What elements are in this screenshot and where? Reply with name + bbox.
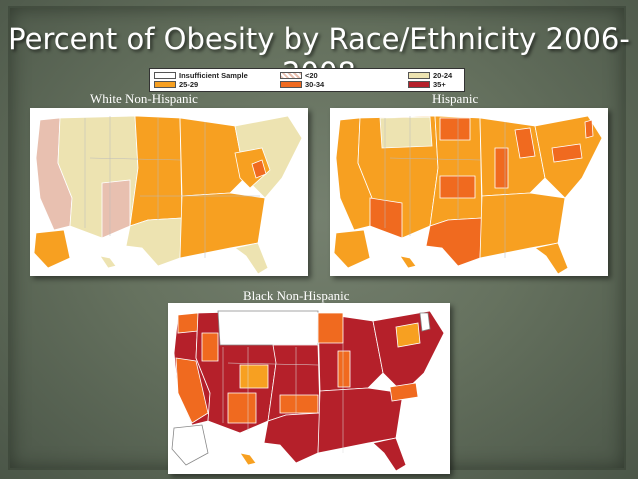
- region-alaska: [333, 229, 371, 269]
- region-plains: [129, 115, 183, 227]
- region-alaska: [33, 229, 71, 269]
- region-texas: [263, 412, 321, 464]
- region-midwest: [479, 117, 546, 197]
- legend-swatch: [408, 81, 430, 88]
- legend-label: 25-29: [179, 80, 199, 89]
- region-florida: [534, 242, 569, 275]
- map-label-black: Black Non-Hispanic: [243, 288, 350, 303]
- region-pa: [551, 143, 583, 163]
- legend-item-25-29: 25-29: [154, 80, 198, 89]
- region-southwest: [369, 197, 403, 239]
- legend-swatch: [154, 81, 176, 88]
- region-montana: [379, 116, 433, 149]
- region-illinois: [337, 350, 351, 388]
- legend-item-20-24: 20-24: [408, 71, 452, 80]
- region-ok: [279, 394, 319, 414]
- region-ohio-valley: [234, 147, 271, 189]
- region-minnesota: [317, 312, 344, 344]
- region-hawaii: [399, 255, 417, 269]
- region-hawaii: [239, 452, 257, 466]
- region-nh: [584, 119, 594, 139]
- legend-label: 20-24: [433, 71, 453, 80]
- region-colorado: [239, 364, 269, 389]
- legend-item-lt20: <20: [280, 71, 318, 80]
- legend-swatch: [280, 81, 302, 88]
- region-nc: [389, 382, 419, 402]
- region-midwest: [179, 117, 246, 197]
- region-new-mexico: [227, 392, 257, 424]
- region-southwest-low: [101, 179, 131, 239]
- region-ks: [439, 175, 476, 199]
- us-map-hispanic: [333, 115, 603, 275]
- region-idaho: [201, 332, 219, 362]
- legend-item-30-34: 30-34: [280, 80, 324, 89]
- region-nd: [439, 117, 471, 141]
- map-white-non-hispanic: [30, 108, 308, 276]
- region-wv: [251, 159, 267, 179]
- legend-label: 30-34: [305, 80, 325, 89]
- region-florida: [372, 437, 407, 472]
- legend-swatch: [154, 72, 176, 79]
- region-florida: [234, 242, 269, 275]
- region-hawaii: [99, 255, 117, 269]
- region-wa: [177, 312, 199, 334]
- region-ny: [395, 322, 421, 348]
- legend-item-35plus: 35+: [408, 80, 446, 89]
- legend-item-insufficient: Insufficient Sample: [154, 71, 248, 80]
- legend-swatch: [408, 72, 430, 79]
- legend-label: Insufficient Sample: [179, 71, 248, 80]
- region-vermont: [419, 312, 431, 332]
- legend-label: 35+: [433, 80, 446, 89]
- region-north-insufficient: [217, 310, 319, 346]
- map-black-non-hispanic: [168, 303, 450, 474]
- region-east: [372, 310, 445, 394]
- legend-swatch: [280, 72, 302, 79]
- map-label-white: White Non-Hispanic: [90, 91, 198, 106]
- map-hispanic: [330, 108, 608, 276]
- region-california: [175, 357, 209, 424]
- region-illinois: [494, 147, 509, 189]
- region-texas: [425, 217, 483, 267]
- region-michigan: [514, 127, 536, 159]
- region-alaska: [171, 424, 209, 466]
- us-map-black: [171, 310, 445, 472]
- map-label-hispanic: Hispanic: [432, 91, 479, 106]
- us-map-white: [33, 115, 303, 275]
- legend-label: <20: [305, 71, 318, 80]
- map-legend: Insufficient Sample <20 20-24 25-29 30-3…: [149, 68, 465, 92]
- region-texas: [125, 217, 183, 267]
